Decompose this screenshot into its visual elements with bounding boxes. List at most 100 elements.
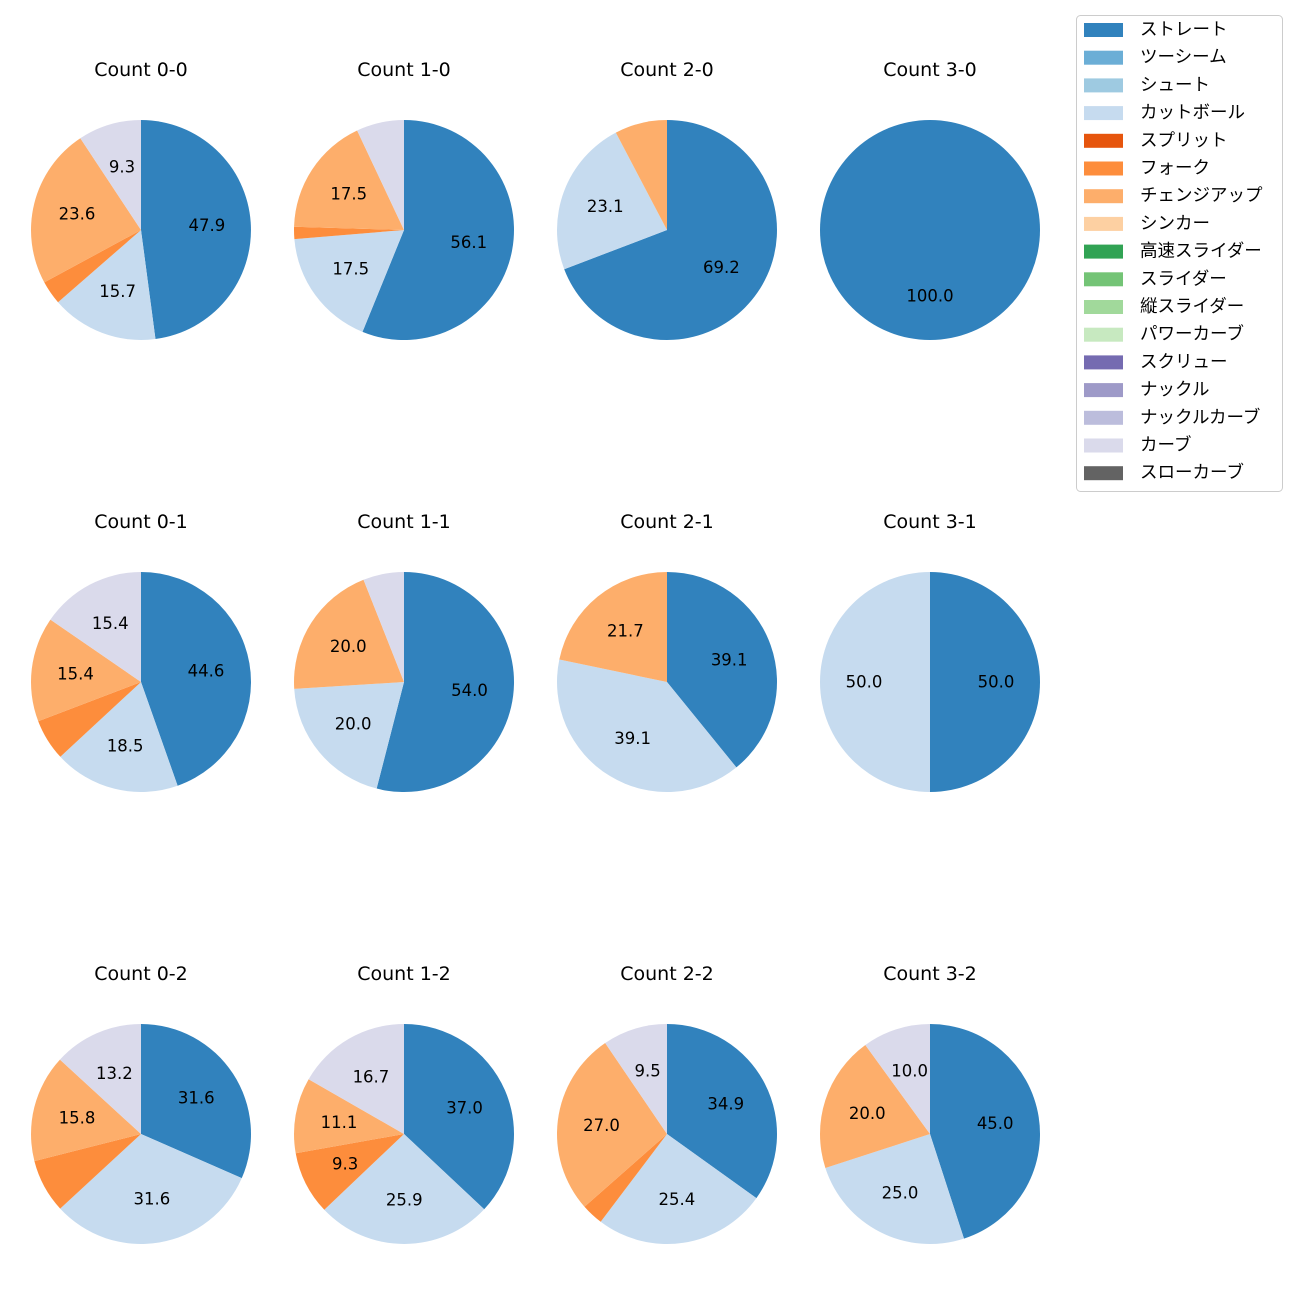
slice-label: 23.1 — [587, 197, 624, 216]
legend-swatch — [1084, 355, 1123, 370]
legend-swatch — [1084, 133, 1123, 148]
pie-slice — [295, 1134, 404, 1210]
slice-label: 20.0 — [335, 715, 372, 734]
slice-label: 9.3 — [109, 157, 135, 176]
pie-panel: Count 3-0 100.0 — [820, 59, 1040, 340]
legend-entry: カーブ — [1084, 435, 1191, 456]
slice-label: 45.0 — [977, 1114, 1014, 1133]
legend-entry: 高速スライダー — [1084, 242, 1262, 262]
legend-swatch — [1084, 106, 1123, 121]
legend-entry: チェンジアップ — [1084, 186, 1263, 206]
pie-title: Count 1-1 — [357, 511, 451, 533]
slice-label: 69.2 — [703, 258, 740, 277]
legend-swatch — [1084, 300, 1123, 314]
slice-label: 44.6 — [188, 661, 225, 680]
pie-title: Count 3-2 — [883, 963, 977, 985]
pie-panel: Count 2-0 69.2 23.1 — [556, 59, 777, 340]
pie-panel: Count 3-2 45.0 25.0 20.0 10.0 — [819, 963, 1041, 1245]
pie-slice — [294, 226, 404, 240]
pie-title: Count 3-1 — [883, 511, 977, 533]
pie-slice — [60, 1134, 242, 1244]
slice-label: 56.1 — [450, 233, 487, 252]
pie-slice — [820, 120, 1040, 340]
slice-label: 39.1 — [711, 650, 748, 669]
pie-slice — [667, 572, 778, 768]
legend-swatch — [1084, 438, 1123, 453]
pie-title: Count 1-2 — [357, 963, 451, 985]
pie-title: Count 3-0 — [883, 59, 977, 81]
legend-swatch — [1084, 50, 1123, 65]
pie-panel: Count 1-1 54.0 20.0 20.0 — [294, 511, 515, 792]
legend-entry: スローカーブ — [1084, 462, 1244, 483]
pie-slice — [584, 1134, 667, 1222]
legend-entry: ストレート — [1084, 20, 1228, 40]
legend-swatch — [1084, 244, 1123, 259]
legend-entry: カットボール — [1084, 103, 1245, 123]
pie-slice — [38, 682, 141, 757]
pie-slice — [294, 130, 404, 230]
legend-label: ナックルカーブ — [1140, 407, 1260, 428]
pie-slice — [930, 572, 1040, 792]
pie-panel: Count 2-2 34.9 25.4 27.0 9.5 — [557, 963, 778, 1245]
slice-label: 31.6 — [178, 1088, 215, 1107]
pie-slice — [557, 1043, 667, 1207]
pie-slice — [819, 1045, 930, 1168]
pie-panel: Count 0-0 47.9 15.7 23.6 9.3 — [31, 59, 251, 340]
legend-swatch — [1084, 466, 1123, 481]
pie-slice — [294, 230, 404, 332]
pie-title: Count 2-2 — [620, 963, 714, 985]
slice-label: 34.9 — [707, 1094, 744, 1113]
slice-label: 18.5 — [107, 737, 144, 756]
slice-label: 37.0 — [446, 1098, 483, 1117]
pie-slice — [376, 572, 515, 792]
legend-label: シンカー — [1140, 214, 1210, 234]
slice-label: 20.0 — [849, 1104, 886, 1123]
pie-slice — [605, 1024, 667, 1134]
legend-label: パワーカーブ — [1140, 324, 1244, 345]
legend-entry: パワーカーブ — [1084, 324, 1244, 345]
pie-slice — [930, 1024, 1041, 1239]
slice-label: 27.0 — [583, 1116, 620, 1135]
pie-slice — [825, 1134, 964, 1245]
legend-entry: スクリュー — [1084, 352, 1228, 372]
legend-swatch — [1084, 161, 1123, 176]
pie-slice — [363, 572, 404, 682]
pie-slice — [667, 1024, 778, 1199]
pie-slice — [31, 138, 141, 283]
legend-swatch — [1084, 23, 1123, 37]
slice-label: 15.4 — [57, 665, 94, 684]
pie-slice — [59, 1024, 141, 1134]
pie-slice — [556, 132, 667, 270]
legend-items: ストレートツーシームシュートカットボールスプリットフォークチェンジアップシンカー… — [1084, 20, 1263, 483]
legend-entry: シンカー — [1084, 214, 1210, 234]
legend-label: スプリット — [1140, 131, 1228, 151]
legend-label: スライダー — [1140, 269, 1227, 289]
pie-slice — [141, 1024, 251, 1179]
legend-swatch — [1084, 272, 1123, 287]
legend-swatch — [1084, 327, 1123, 342]
pie-slice — [31, 1059, 141, 1162]
pie-slice — [559, 572, 667, 682]
pie-panel: Count 1-2 37.0 25.9 9.3 11.1 16.7 — [294, 963, 515, 1244]
legend-label: シュート — [1140, 75, 1210, 95]
legend-entry: ナックル — [1084, 380, 1209, 400]
pie-slice — [60, 682, 178, 792]
slice-label: 50.0 — [846, 673, 883, 692]
pie-title: Count 2-1 — [620, 511, 714, 533]
legend-swatch — [1084, 216, 1123, 231]
legend-label: 縦スライダー — [1140, 297, 1244, 317]
pie-panel: Count 0-1 44.6 18.5 15.4 15.4 — [30, 511, 252, 792]
pie-panel: Count 3-1 50.0 50.0 — [820, 511, 1040, 792]
pie-slice — [820, 572, 930, 792]
legend-entry: シュート — [1084, 75, 1210, 95]
pie-title: Count 0-0 — [94, 59, 188, 81]
pie-slice — [294, 579, 404, 689]
slice-label: 20.0 — [330, 637, 367, 656]
slice-label: 47.9 — [188, 216, 225, 235]
pie-slice — [30, 619, 141, 722]
slice-label: 17.5 — [330, 184, 367, 203]
slice-label: 31.6 — [134, 1190, 171, 1209]
legend-swatch — [1084, 189, 1123, 204]
slice-label: 100.0 — [906, 287, 953, 306]
slice-label: 50.0 — [978, 673, 1015, 692]
